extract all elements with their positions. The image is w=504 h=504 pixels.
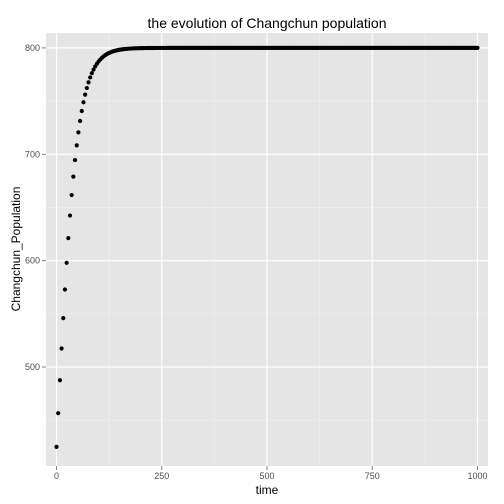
data-point — [89, 71, 94, 76]
data-point — [88, 75, 93, 80]
data-point — [67, 213, 73, 218]
data-points — [54, 45, 480, 449]
data-point — [72, 157, 78, 163]
x-tick-label: 750 — [365, 471, 380, 481]
plot-panel — [46, 33, 488, 466]
chart-title: the evolution of Changchun population — [148, 15, 387, 31]
x-axis-title: time — [256, 483, 279, 497]
data-point — [54, 444, 59, 449]
data-point — [83, 92, 88, 97]
data-point — [61, 316, 66, 321]
y-tick-label: 800 — [25, 43, 40, 53]
x-tick-label: 500 — [259, 471, 274, 481]
y-axis-title: Changchun_Population — [9, 187, 23, 312]
y-axis: 500 600 700 800 — [25, 43, 46, 372]
data-point — [71, 174, 76, 179]
data-point — [69, 192, 74, 198]
y-tick-label: 600 — [25, 256, 40, 266]
data-point — [57, 378, 62, 383]
data-point — [84, 85, 89, 91]
data-point — [475, 45, 480, 50]
data-point — [86, 80, 91, 85]
data-point — [74, 143, 79, 148]
data-point — [76, 130, 81, 135]
x-tick-label: 250 — [154, 471, 169, 481]
data-point — [59, 346, 64, 351]
data-point — [79, 108, 84, 114]
data-point — [91, 67, 96, 72]
grid-lines — [46, 33, 488, 466]
data-point — [62, 287, 68, 292]
data-point — [66, 236, 71, 241]
x-tick-label: 0 — [54, 471, 59, 481]
y-tick-label: 700 — [25, 149, 40, 159]
data-point — [56, 411, 61, 416]
data-point — [78, 118, 83, 124]
data-point — [64, 260, 69, 265]
x-axis: 0 250 500 750 1000 — [54, 466, 487, 481]
x-tick-label: 1000 — [467, 471, 487, 481]
y-tick-label: 500 — [25, 362, 40, 372]
data-point — [81, 100, 86, 105]
